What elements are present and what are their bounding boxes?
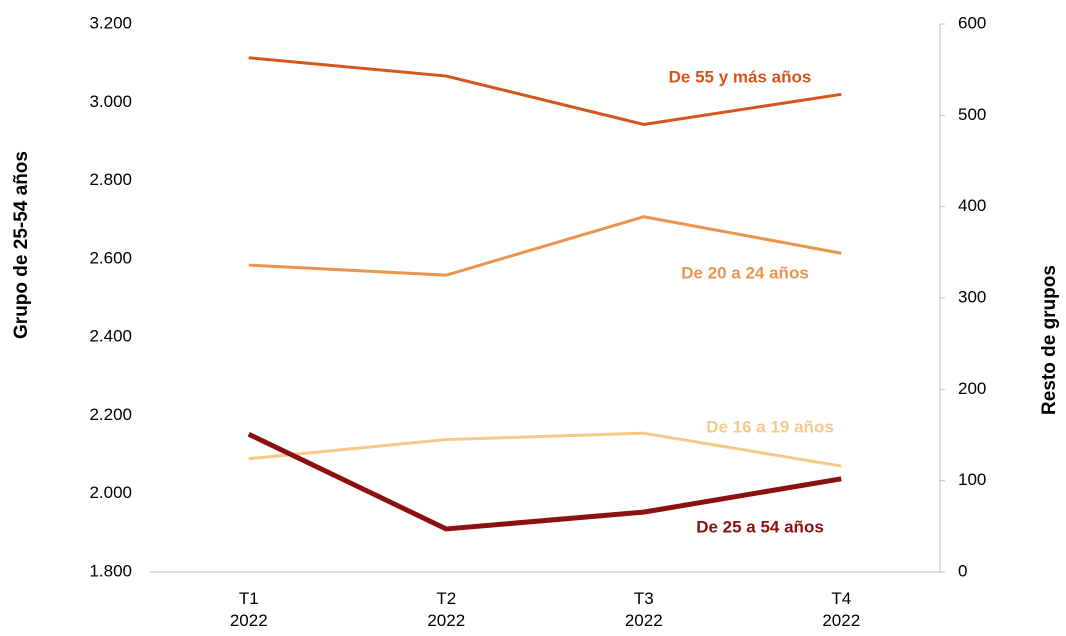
series-label: De 16 a 19 años bbox=[706, 417, 834, 436]
y-tick-label: 3.200 bbox=[89, 13, 132, 32]
y2-tick-label: 400 bbox=[958, 196, 986, 215]
y-tick-label: 2.000 bbox=[89, 483, 132, 502]
x-tick-label: T4 2022 bbox=[822, 589, 860, 630]
x-tick-label: T1 2022 bbox=[230, 589, 268, 630]
y2-axis-title: Resto de grupos bbox=[1039, 265, 1060, 415]
series-label: De 20 a 24 años bbox=[681, 263, 809, 282]
y2-tick-label: 300 bbox=[958, 287, 986, 306]
y2-tick-label: 500 bbox=[958, 105, 986, 124]
y2-tick-label: 200 bbox=[958, 379, 986, 398]
y-tick-label: 2.800 bbox=[89, 170, 132, 189]
y-tick-label: 2.200 bbox=[89, 405, 132, 424]
y-axis-title: Grupo de 25-54 años bbox=[11, 151, 32, 339]
y2-tick-label: 0 bbox=[958, 561, 967, 580]
line-series bbox=[248, 56, 842, 126]
y-tick-label: 2.400 bbox=[89, 327, 132, 346]
y2-tick-label: 100 bbox=[958, 470, 986, 489]
series-label: De 55 y más años bbox=[669, 67, 812, 86]
line-series bbox=[247, 431, 842, 532]
x-tick-label: T3 2022 bbox=[625, 589, 663, 630]
y2-tick-label: 600 bbox=[958, 13, 986, 32]
y-tick-label: 1.800 bbox=[89, 561, 132, 580]
y-tick-label: 2.600 bbox=[89, 248, 132, 267]
line-series bbox=[248, 431, 842, 468]
line-series bbox=[248, 215, 842, 277]
series-label: De 25 a 54 años bbox=[696, 517, 824, 536]
y-tick-label: 3.000 bbox=[89, 92, 132, 111]
x-tick-label: T2 2022 bbox=[427, 589, 465, 630]
